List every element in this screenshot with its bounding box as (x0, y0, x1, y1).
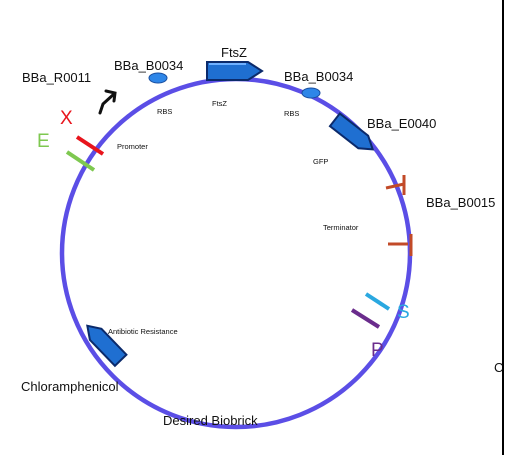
ftsz-cds-arrow (206, 61, 264, 81)
ftsz-name-label: FtsZ (221, 45, 247, 60)
rbs2-inner-label: RBS (284, 109, 299, 118)
rbs1-marker (148, 72, 168, 84)
promoter-id-label: BBa_R0011 (22, 70, 91, 85)
rbs1-id-label: BBa_B0034 (114, 58, 183, 73)
edge-fragment-text: C (494, 360, 503, 375)
rbs1-inner-label: RBS (157, 107, 172, 116)
terminator-2 (388, 234, 413, 256)
site-s-mark (364, 292, 391, 311)
site-p-mark (350, 308, 381, 329)
resistance-inner-label: Antibiotic Resistance (108, 327, 178, 336)
site-p-letter: P (371, 340, 384, 361)
gfp-id-label: BBa_E0040 (367, 116, 436, 131)
resistance-name-label: Chloramphenicol (21, 379, 119, 394)
site-x-mark (75, 135, 105, 156)
site-x-letter: X (60, 108, 73, 129)
site-e-letter: E (37, 131, 50, 152)
ftsz-inner-label: FtsZ (212, 99, 227, 108)
terminator-1 (385, 175, 406, 195)
gfp-inner-label: GFP (313, 157, 328, 166)
terminator-id-label: BBa_B0015 (426, 195, 495, 210)
plasmid-name: Desired Biobrick (163, 413, 258, 428)
terminator-inner-label: Terminator (323, 223, 359, 232)
rbs2-id-label: BBa_B0034 (284, 69, 353, 84)
rbs2-marker (301, 87, 321, 99)
promoter-arrow (98, 89, 117, 115)
site-e-mark (65, 150, 96, 172)
gfp-cds-arrow (328, 112, 375, 151)
promoter-inner-label: Promoter (117, 142, 148, 151)
resistance-cds-arrow (86, 324, 128, 368)
site-s-letter: S (397, 302, 410, 323)
